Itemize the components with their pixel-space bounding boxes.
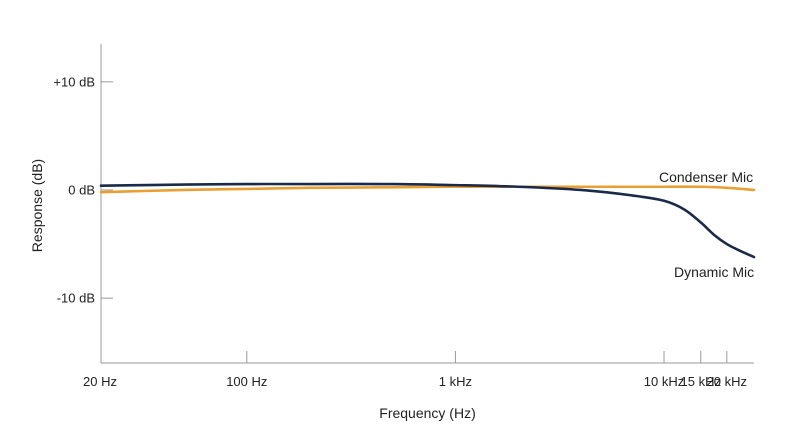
x-axis-title: Frequency (Hz) bbox=[379, 405, 475, 421]
series-line-condenser-mic bbox=[99, 185, 756, 194]
x-tick-label: 100 Hz bbox=[226, 374, 267, 389]
x-tick-label: 20 kHz bbox=[707, 374, 747, 389]
x-tick-label: 10 kHz bbox=[644, 374, 684, 389]
y-tick-label: 0 dB bbox=[68, 182, 95, 197]
series-line-dynamic-mic bbox=[99, 182, 756, 259]
y-tick-label: +10 dB bbox=[53, 74, 95, 89]
series-label: Dynamic Mic bbox=[674, 264, 754, 280]
y-axis-title: Response (dB) bbox=[29, 159, 45, 252]
series-group bbox=[99, 182, 756, 259]
y-tick-label: -10 dB bbox=[57, 291, 95, 306]
x-tick-label: 15 kHz bbox=[681, 374, 721, 389]
labels-group: +10 dB 0 dB -10 dB 20 Hz 100 Hz 1 kHz 10 kHz15… bbox=[29, 74, 754, 421]
x-tick-label: 1 kHz bbox=[439, 374, 472, 389]
axes bbox=[100, 44, 754, 364]
x-tick-label: 20 Hz bbox=[83, 374, 117, 389]
series-label: Condenser Mic bbox=[659, 169, 753, 185]
